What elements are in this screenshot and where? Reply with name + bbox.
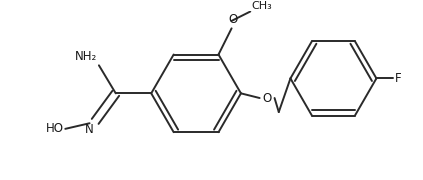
Text: HO: HO <box>45 122 63 135</box>
Text: NH₂: NH₂ <box>75 50 97 64</box>
Text: F: F <box>395 72 402 85</box>
Text: O: O <box>262 91 272 105</box>
Text: N: N <box>85 123 93 136</box>
Text: CH₃: CH₃ <box>251 1 272 11</box>
Text: O: O <box>228 14 237 26</box>
